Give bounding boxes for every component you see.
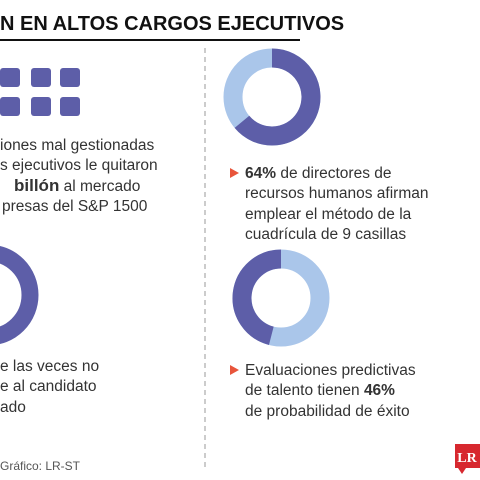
text-line: 64% de directores de [245, 165, 392, 182]
text: de directores de [276, 165, 391, 182]
bullet [230, 365, 239, 375]
text-line: billón al mercado [14, 176, 140, 195]
bullet [230, 168, 239, 178]
title: N EN ALTOS CARGOS EJECUTIVOS [0, 13, 344, 35]
text-line: emplear el método de la [245, 206, 412, 223]
text-line: presas del S&P 1500 [2, 198, 148, 215]
text: de talento tienen [245, 382, 364, 399]
text-line: Evaluaciones predictivas [245, 362, 416, 379]
logo: LR [457, 451, 477, 466]
text-line: de talento tienen 46% [245, 382, 395, 399]
text-line: cuadrícula de 9 casillas [245, 226, 406, 243]
value-label: 64% [245, 165, 276, 182]
source: Gráfico: LR-ST [0, 459, 81, 473]
emphasis: billón [14, 176, 59, 195]
text-line: recursos humanos afirman [245, 185, 429, 202]
logo-box [455, 444, 480, 468]
donut-arc [232, 249, 282, 345]
icon-grid [0, 68, 80, 116]
text-line: ado [0, 399, 26, 416]
text-line: iones mal gestionadas [0, 137, 154, 154]
text-line: de probabilidad de éxito [245, 403, 410, 420]
logo-tail [458, 468, 466, 474]
text: al mercado [59, 178, 140, 195]
value-label: 46% [364, 382, 395, 399]
text-line: e las veces no [0, 358, 99, 375]
text-line: e al candidato [0, 378, 97, 395]
donut-arc [234, 48, 321, 146]
text-line: s ejecutivos le quitaron [0, 157, 158, 174]
donut-partial [0, 245, 39, 345]
